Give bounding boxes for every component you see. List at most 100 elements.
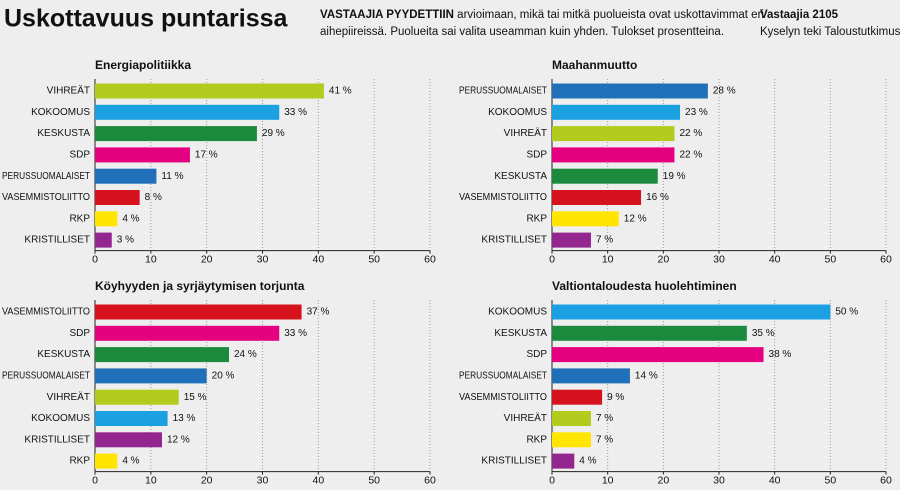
x-tick-label: 20 bbox=[657, 253, 669, 265]
value-label: 4 % bbox=[122, 456, 139, 467]
value-label: 8 % bbox=[145, 192, 162, 203]
value-label: 7 % bbox=[596, 413, 613, 424]
category-label: PERUSSUOMALAISET bbox=[2, 171, 90, 182]
bar bbox=[552, 126, 675, 142]
bar bbox=[552, 190, 642, 205]
value-label: 7 % bbox=[596, 434, 613, 445]
page-title: Uskottavuus puntarissa bbox=[4, 5, 289, 33]
value-label: 37 % bbox=[307, 307, 330, 318]
bar bbox=[95, 304, 302, 320]
x-tick-label: 60 bbox=[424, 474, 436, 486]
bar bbox=[95, 325, 280, 341]
intro-lead: VASTAAJIA PYYDETTIIN bbox=[320, 9, 454, 21]
x-tick-label: 0 bbox=[549, 253, 555, 265]
category-label: SDP bbox=[69, 328, 90, 339]
category-label: RKP bbox=[526, 213, 547, 224]
bar bbox=[552, 347, 764, 363]
bar bbox=[552, 453, 575, 469]
bar bbox=[552, 432, 591, 448]
bar bbox=[552, 83, 708, 99]
bar bbox=[95, 232, 112, 248]
value-label: 15 % bbox=[184, 392, 207, 403]
category-label: KRISTILLISET bbox=[24, 235, 90, 246]
value-label: 41 % bbox=[329, 86, 352, 97]
category-label: PERUSSUOMALAISET bbox=[2, 371, 90, 382]
x-tick-label: 10 bbox=[602, 474, 614, 486]
value-label: 33 % bbox=[284, 107, 307, 118]
value-label: 3 % bbox=[117, 235, 134, 246]
category-label: VIHREÄT bbox=[504, 412, 547, 424]
bar bbox=[552, 411, 591, 426]
bar bbox=[95, 211, 118, 227]
category-label: RKP bbox=[69, 456, 90, 467]
value-label: 14 % bbox=[635, 371, 658, 382]
x-tick-label: 60 bbox=[880, 474, 892, 486]
bar bbox=[552, 304, 831, 320]
bar bbox=[95, 168, 157, 184]
intro-line: VASTAAJIA PYYDETTIIN arvioimaan, mikä ta… bbox=[320, 9, 764, 21]
x-tick-label: 0 bbox=[549, 474, 555, 486]
category-label: SDP bbox=[526, 150, 547, 161]
category-label: KOKOOMUS bbox=[488, 107, 547, 118]
value-label: 23 % bbox=[685, 107, 708, 118]
x-tick-label: 50 bbox=[368, 253, 380, 265]
value-label: 22 % bbox=[679, 128, 702, 139]
category-label: KRISTILLISET bbox=[24, 434, 90, 445]
x-tick-label: 60 bbox=[880, 253, 892, 265]
category-label: PERUSSUOMALAISET bbox=[459, 86, 547, 97]
x-tick-label: 0 bbox=[92, 474, 98, 486]
category-label: VIHREÄT bbox=[47, 85, 90, 97]
x-tick-label: 20 bbox=[201, 253, 213, 265]
x-tick-label: 30 bbox=[257, 253, 269, 265]
value-label: 38 % bbox=[769, 349, 792, 360]
value-label: 22 % bbox=[679, 150, 702, 161]
category-label: KRISTILLISET bbox=[481, 235, 547, 246]
value-label: 29 % bbox=[262, 128, 285, 139]
category-label: RKP bbox=[69, 213, 90, 224]
category-label: SDP bbox=[69, 150, 90, 161]
bar bbox=[552, 104, 681, 120]
x-tick-label: 10 bbox=[145, 253, 157, 265]
category-label: KESKUSTA bbox=[37, 128, 90, 139]
bar bbox=[552, 211, 619, 227]
x-tick-label: 20 bbox=[201, 474, 213, 486]
x-tick-label: 40 bbox=[769, 253, 781, 265]
x-tick-label: 50 bbox=[824, 253, 836, 265]
bar bbox=[95, 389, 179, 405]
value-label: 35 % bbox=[752, 328, 775, 339]
x-tick-label: 50 bbox=[368, 474, 380, 486]
chart-title: Energiapolitiikka bbox=[95, 58, 191, 72]
x-tick-label: 60 bbox=[424, 253, 436, 265]
value-label: 13 % bbox=[173, 413, 196, 424]
bar bbox=[552, 325, 747, 341]
bar bbox=[95, 347, 229, 363]
x-tick-label: 40 bbox=[769, 474, 781, 486]
respondents: Vastaajia 2105 bbox=[760, 9, 839, 21]
category-label: VASEMMISTOLIITTO bbox=[459, 392, 547, 403]
value-label: 28 % bbox=[713, 86, 736, 97]
category-label: KESKUSTA bbox=[494, 171, 547, 182]
category-label: KOKOOMUS bbox=[31, 413, 90, 424]
category-label: VASEMMISTOLIITTO bbox=[2, 192, 90, 203]
bar bbox=[552, 368, 630, 384]
value-label: 11 % bbox=[161, 171, 183, 182]
category-label: PERUSSUOMALAISET bbox=[459, 371, 547, 382]
value-label: 33 % bbox=[284, 328, 307, 339]
category-label: SDP bbox=[526, 349, 547, 360]
value-label: 12 % bbox=[167, 434, 190, 445]
chart-title: Maahanmuutto bbox=[552, 58, 637, 72]
intro-text: arvioimaan, mikä tai mitkä puolueista ov… bbox=[457, 9, 764, 21]
x-tick-label: 40 bbox=[312, 474, 324, 486]
value-label: 7 % bbox=[596, 235, 613, 246]
bar bbox=[95, 83, 324, 99]
category-label: KESKUSTA bbox=[37, 349, 90, 360]
chart-title: Köyhyyden ja syrjäytymisen torjunta bbox=[95, 279, 305, 293]
bar bbox=[95, 104, 280, 120]
category-label: VIHREÄT bbox=[47, 391, 90, 403]
bar bbox=[95, 432, 162, 448]
category-label: KRISTILLISET bbox=[481, 456, 547, 467]
category-label: KESKUSTA bbox=[494, 328, 547, 339]
x-tick-label: 20 bbox=[657, 474, 669, 486]
bar bbox=[95, 147, 190, 163]
